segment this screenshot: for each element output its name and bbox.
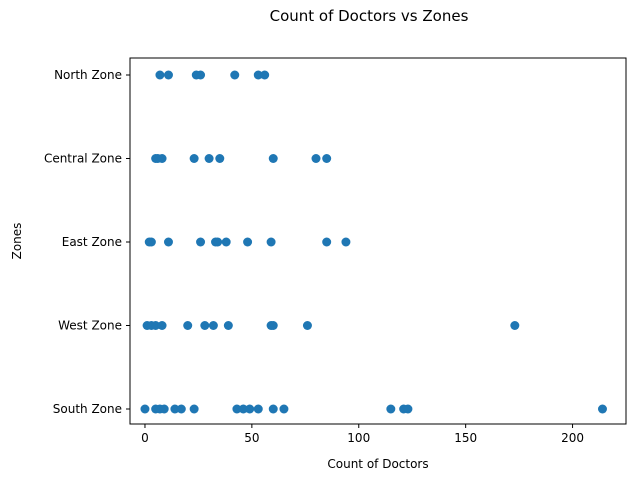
data-point bbox=[170, 404, 180, 414]
data-point bbox=[245, 404, 255, 414]
data-point bbox=[204, 154, 214, 163]
chart-title: Count of Doctors vs Zones bbox=[270, 7, 469, 25]
x-tick-label: 150 bbox=[454, 431, 477, 445]
plot-frame bbox=[129, 57, 627, 425]
data-point bbox=[159, 404, 169, 414]
data-point bbox=[189, 404, 199, 414]
data-point bbox=[196, 237, 206, 247]
data-point bbox=[279, 404, 289, 414]
y-tick-label: North Zone bbox=[54, 68, 122, 82]
y-tick-label: South Zone bbox=[53, 402, 122, 416]
data-point bbox=[268, 404, 278, 414]
x-tick-label: 100 bbox=[347, 431, 370, 445]
y-tick-label: West Zone bbox=[58, 319, 122, 333]
y-tick-label: East Zone bbox=[62, 235, 122, 249]
data-point bbox=[322, 237, 332, 247]
data-point bbox=[238, 404, 248, 414]
x-axis-label: Count of Doctors bbox=[327, 457, 428, 471]
x-tick-label: 0 bbox=[141, 431, 149, 445]
data-point bbox=[253, 404, 263, 414]
plot-area: 0 50 100 150 200 South Zone West Zone East Zon… bbox=[44, 57, 627, 445]
data-point bbox=[155, 70, 165, 80]
data-point bbox=[403, 404, 413, 414]
data-point bbox=[221, 237, 231, 247]
data-point bbox=[157, 154, 167, 163]
y-tick-label: Central Zone bbox=[44, 152, 122, 166]
y-axis-ticks: South Zone West Zone East Zone Central Zone… bbox=[44, 68, 130, 416]
data-point bbox=[268, 154, 278, 163]
data-point bbox=[196, 70, 206, 80]
data-point bbox=[322, 154, 332, 163]
data-point bbox=[386, 404, 396, 414]
data-point bbox=[183, 321, 193, 330]
data-point bbox=[140, 404, 150, 414]
data-point bbox=[597, 404, 607, 414]
data-point bbox=[243, 237, 253, 247]
data-point bbox=[208, 321, 218, 330]
data-point bbox=[311, 154, 321, 163]
data-point bbox=[176, 404, 186, 414]
x-axis-ticks: 0 50 100 150 200 bbox=[141, 424, 584, 445]
data-point bbox=[510, 321, 520, 330]
data-point bbox=[163, 237, 173, 247]
x-tick-label: 200 bbox=[561, 431, 584, 445]
data-point bbox=[189, 154, 199, 163]
data-point bbox=[232, 404, 242, 414]
data-point bbox=[223, 321, 233, 330]
y-axis-label: Zones bbox=[10, 223, 24, 260]
data-point bbox=[146, 237, 156, 247]
data-point bbox=[157, 321, 167, 330]
data-point bbox=[163, 70, 173, 80]
data-point bbox=[213, 237, 223, 247]
data-point bbox=[253, 70, 263, 80]
data-point bbox=[215, 154, 225, 163]
data-point bbox=[302, 321, 312, 330]
data-point bbox=[268, 321, 278, 330]
data-point bbox=[266, 237, 276, 247]
x-tick-label: 50 bbox=[244, 431, 259, 445]
data-point bbox=[260, 70, 270, 80]
data-point bbox=[341, 237, 351, 247]
data-points bbox=[140, 70, 607, 414]
data-point bbox=[230, 70, 240, 80]
data-point bbox=[151, 321, 161, 330]
data-point bbox=[200, 321, 210, 330]
